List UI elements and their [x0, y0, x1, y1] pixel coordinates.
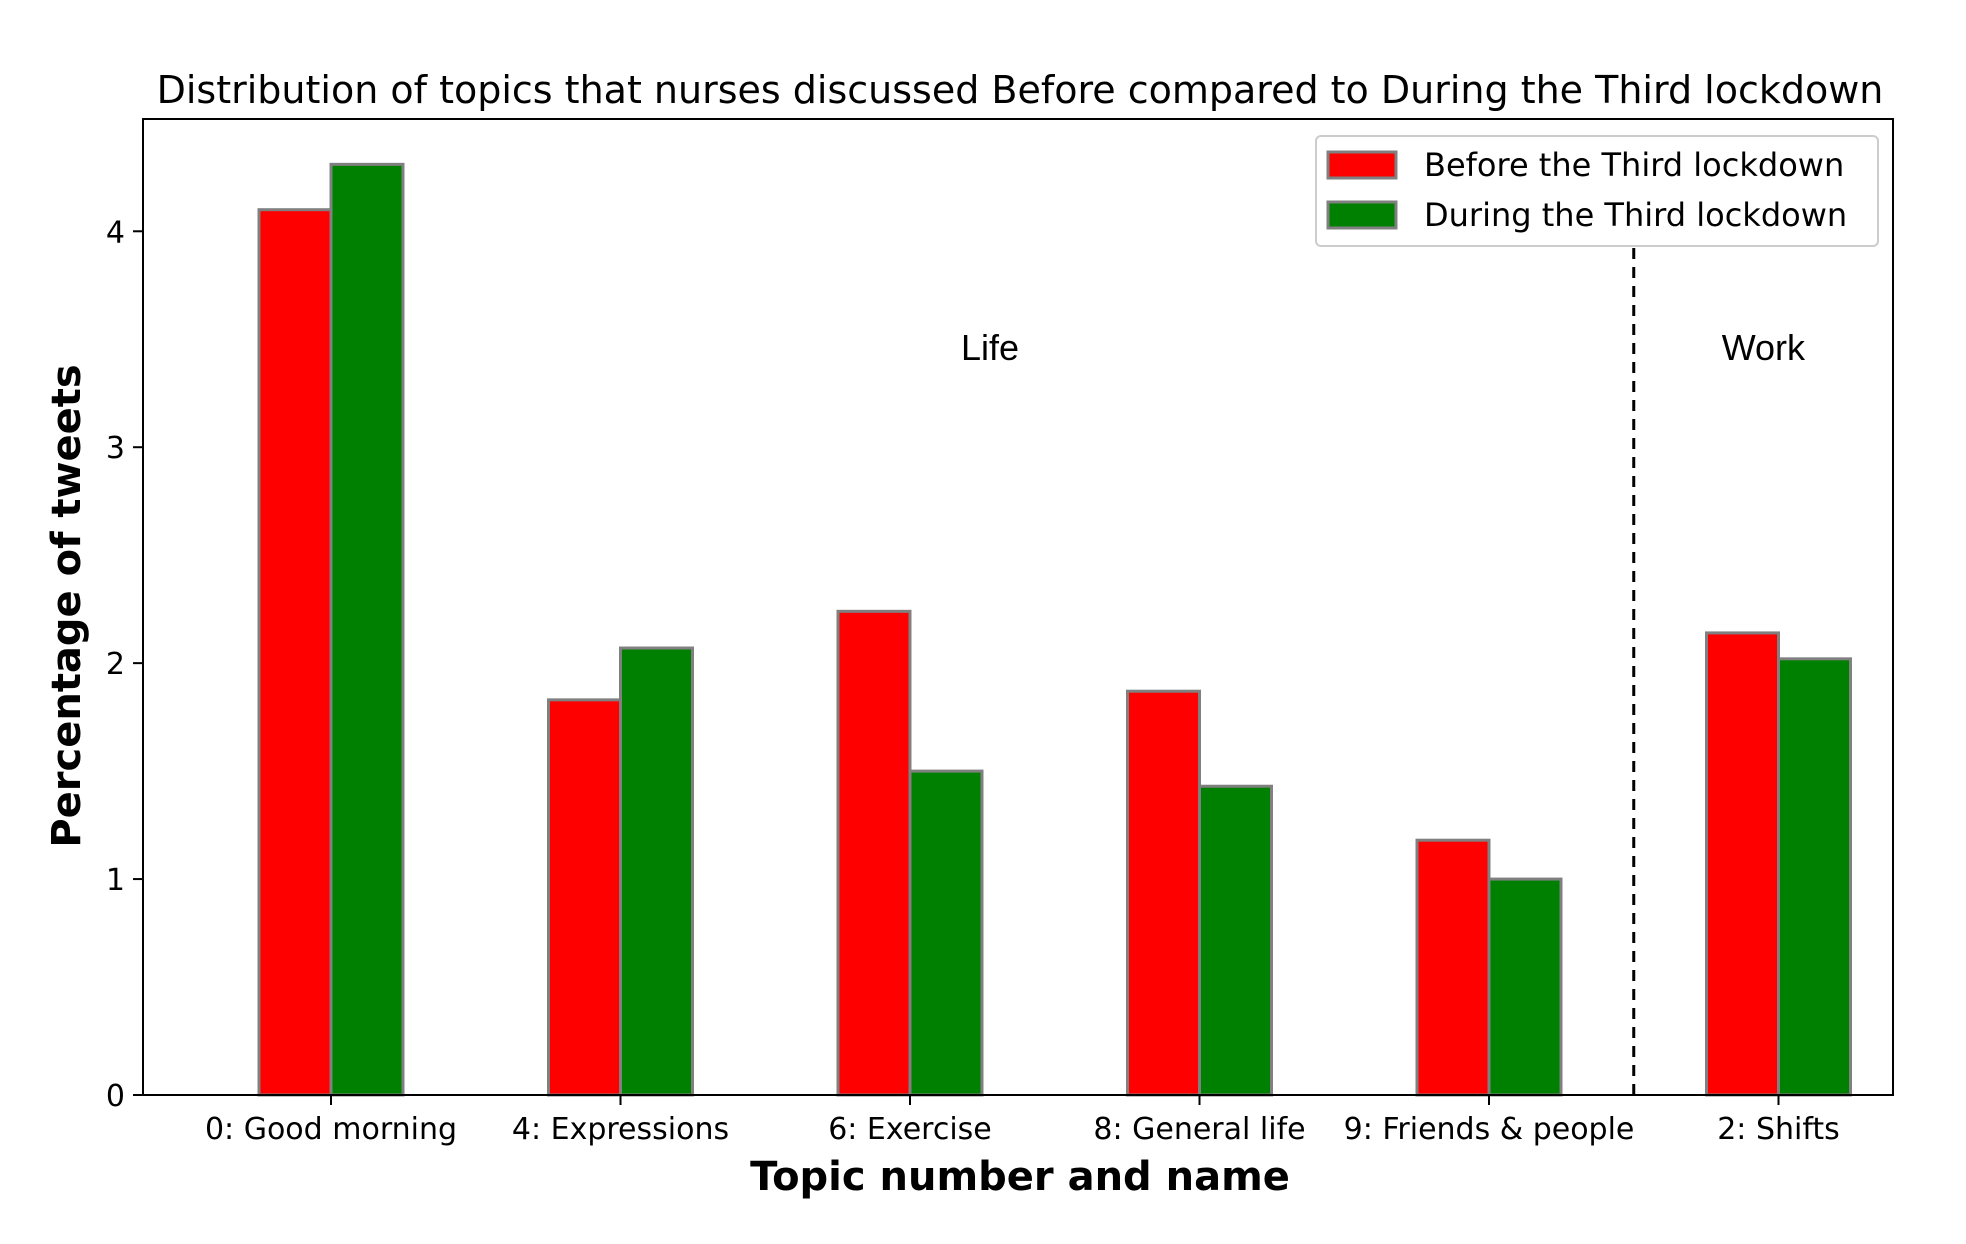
- plot-area: Life Work 0 1 2 3 4 0: Good morning 4: Expressio…: [106, 118, 1894, 1147]
- legend-swatch-before: [1326, 150, 1398, 180]
- x-tick-label: 9: Friends & people: [1344, 1112, 1635, 1147]
- x-axis-title: Topic number and name: [750, 1154, 1290, 1200]
- legend-label-during: During the Third lockdown: [1424, 196, 1847, 234]
- bar-during-1: [619, 646, 694, 1097]
- x-tick-label: 6: Exercise: [828, 1112, 992, 1147]
- region-label-life: Life: [961, 327, 1019, 368]
- region-label-work: Work: [1722, 327, 1806, 368]
- y-axis-title: Percentage of tweets: [44, 364, 90, 847]
- plot-frame: [142, 118, 1894, 1096]
- y-tick-label: 2: [106, 647, 125, 682]
- x-tick-label: 0: Good morning: [205, 1112, 457, 1147]
- bar-before-0: [257, 208, 333, 1097]
- y-tick-label: 3: [106, 431, 125, 466]
- bar-before-1: [547, 698, 622, 1097]
- y-tick-label: 1: [106, 863, 125, 898]
- bar-before-5: [1705, 631, 1780, 1097]
- legend-label-before: Before the Third lockdown: [1424, 146, 1844, 184]
- bar-during-2: [908, 769, 984, 1097]
- x-tick-label: 4: Expressions: [512, 1112, 729, 1147]
- bar-during-4: [1487, 877, 1563, 1097]
- x-tick-label: 8: General life: [1093, 1112, 1305, 1147]
- bar-before-4: [1415, 838, 1491, 1097]
- y-tick-label: 0: [106, 1079, 125, 1114]
- bar-during-3: [1198, 784, 1273, 1097]
- bar-before-3: [1126, 689, 1201, 1097]
- bar-before-2: [836, 609, 912, 1097]
- chart-title: Distribution of topics that nurses discu…: [157, 68, 1884, 112]
- y-tick-label: 4: [106, 215, 125, 250]
- bar-during-0: [329, 162, 405, 1097]
- legend-swatch-during: [1326, 200, 1398, 230]
- bar-during-5: [1777, 657, 1852, 1097]
- legend-box: [1315, 135, 1879, 247]
- x-tick-label: 2: Shifts: [1717, 1112, 1840, 1147]
